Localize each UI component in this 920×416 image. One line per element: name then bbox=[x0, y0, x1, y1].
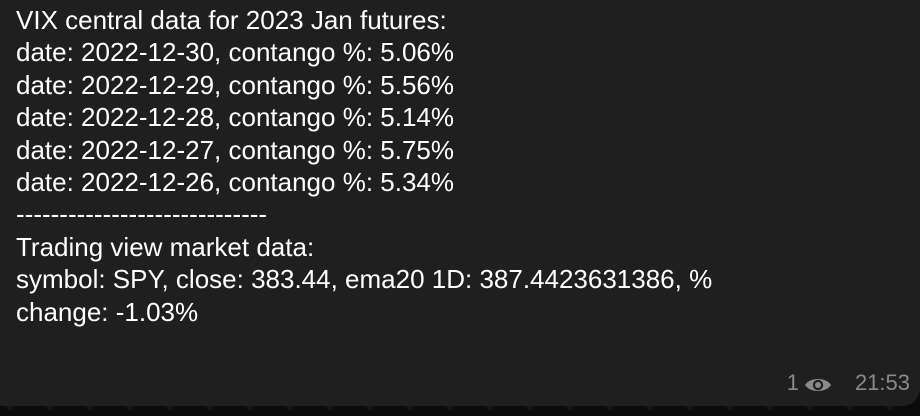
message-line: date: 2022-12-26, contango %: 5.34% bbox=[16, 167, 454, 198]
message-meta: 1 21:53 bbox=[787, 370, 910, 396]
message-line: symbol: SPY, close: 383.44, ema20 1D: 38… bbox=[16, 264, 713, 295]
message-separator: ----------------------------- bbox=[16, 199, 268, 230]
views-counter: 1 bbox=[787, 370, 833, 396]
message-line: date: 2022-12-29, contango %: 5.56% bbox=[16, 69, 454, 100]
message-line: date: 2022-12-30, contango %: 5.06% bbox=[16, 37, 454, 68]
message-heading: VIX central data for 2023 Jan futures: bbox=[16, 5, 447, 35]
message-bubble[interactable]: VIX central data for 2023 Jan futures: d… bbox=[0, 0, 920, 406]
message-subheading: Trading view market data: bbox=[16, 231, 315, 262]
message-line: date: 2022-12-27, contango %: 5.75% bbox=[16, 134, 454, 165]
message-line: change: -1.03% bbox=[16, 296, 199, 327]
message-line: date: 2022-12-28, contango %: 5.14% bbox=[16, 102, 454, 133]
views-count: 1 bbox=[786, 370, 799, 395]
message-time: 21:53 bbox=[854, 370, 910, 395]
eye-icon bbox=[803, 374, 833, 392]
